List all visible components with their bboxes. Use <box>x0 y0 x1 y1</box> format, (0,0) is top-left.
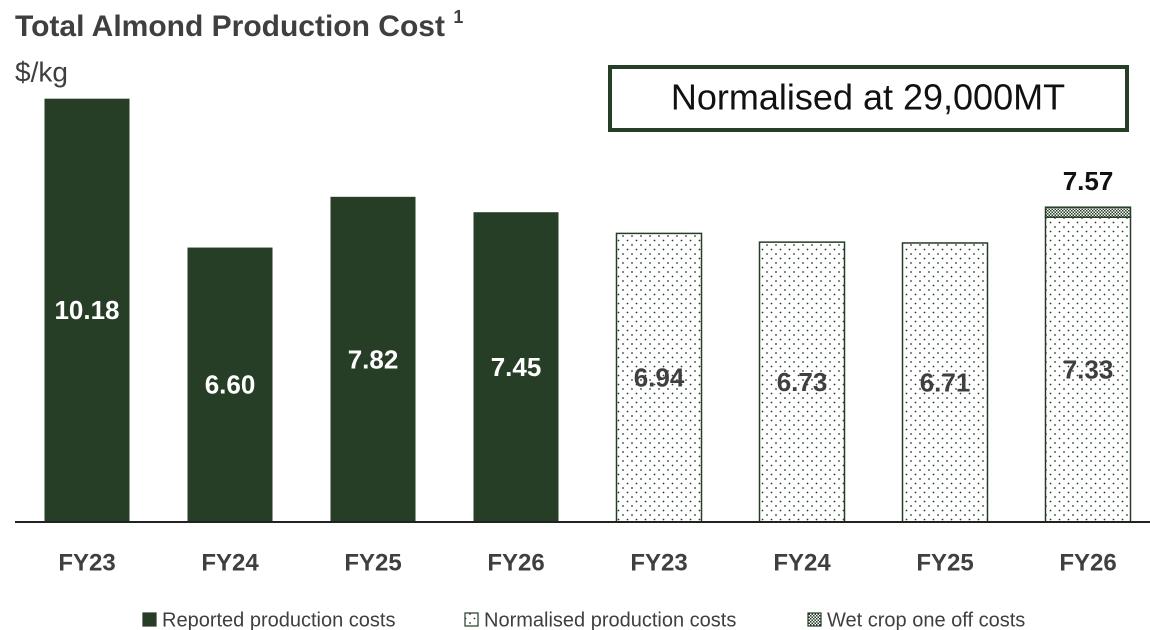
annotation: Normalised at 29,000MT <box>671 77 1065 118</box>
title-note: 1 <box>453 7 463 27</box>
bar-segment <box>615 232 703 523</box>
legend-label: Wet crop one off costs <box>827 609 1025 630</box>
bar-segment <box>1044 206 1132 218</box>
total-label: 7.57 <box>1063 166 1114 196</box>
legend-label: Reported production costs <box>162 609 395 630</box>
x-tick-label: FY25 <box>344 549 401 576</box>
x-tick-label: FY25 <box>916 549 973 576</box>
data-label: 6.94 <box>634 363 685 393</box>
x-tick-label: FY23 <box>58 549 115 576</box>
x-tick-label: FY24 <box>773 549 831 576</box>
data-label: 7.33 <box>1063 354 1114 384</box>
title-text: Total Almond Production Cost <box>15 10 445 43</box>
x-tick-label: FY24 <box>201 549 259 576</box>
data-label: 10.18 <box>54 295 119 325</box>
bar-segment <box>44 98 130 522</box>
legend-label: Normalised production costs <box>484 609 736 630</box>
bar-segment <box>758 241 846 523</box>
x-tick-label: FY23 <box>630 549 687 576</box>
data-label: 6.71 <box>920 367 971 397</box>
x-tick-label: FY26 <box>1059 549 1116 576</box>
legend-swatch <box>807 612 822 627</box>
bar-segment <box>330 196 416 522</box>
data-label: 6.60 <box>205 370 256 400</box>
x-tick-label: FY26 <box>487 549 544 576</box>
data-label: 7.45 <box>491 352 542 382</box>
annotation-box <box>608 65 1129 132</box>
bar-segment <box>187 247 273 523</box>
bar-segment <box>901 242 989 523</box>
data-label: 7.82 <box>348 344 399 374</box>
legend-swatch <box>464 612 479 627</box>
chart-title: Total Almond Production Cost 1 <box>15 7 463 43</box>
y-axis-label: $/kg <box>15 56 68 87</box>
data-label: 6.73 <box>777 367 828 397</box>
legend-swatch <box>142 612 157 627</box>
bar-segment <box>473 212 559 522</box>
